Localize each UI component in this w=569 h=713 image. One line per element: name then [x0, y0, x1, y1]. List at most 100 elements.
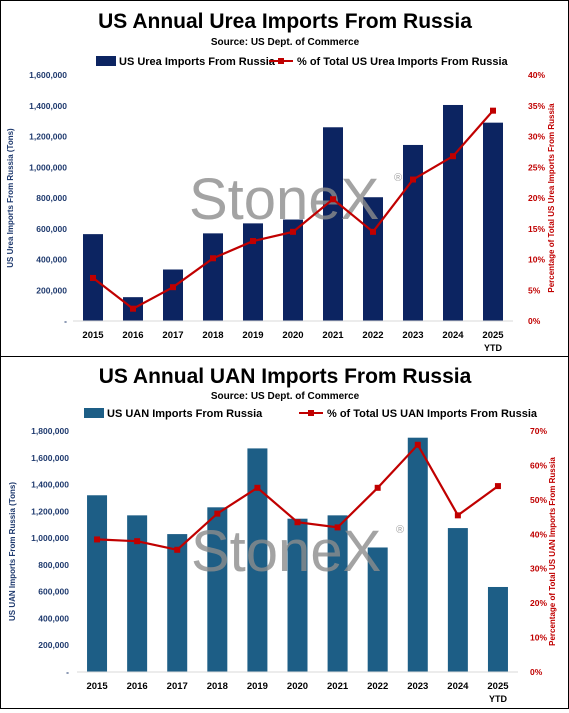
percent-point — [134, 538, 141, 545]
right-axis-tick-label: 10% — [528, 255, 545, 265]
x-axis-tick-label: 2020 — [287, 681, 308, 692]
percent-point — [450, 153, 456, 160]
left-axis-tick-label: 1,800,000 — [31, 426, 69, 436]
left-axis-tick-label: 1,000,000 — [29, 162, 67, 172]
data-bar — [403, 144, 423, 321]
left-axis-tick-label: 200,000 — [36, 285, 67, 295]
x-axis-tick-label: 2016 — [127, 681, 148, 692]
percent-point — [170, 284, 176, 291]
percent-point — [330, 196, 336, 203]
left-axis-tick-label: 400,000 — [36, 255, 67, 265]
data-bar — [487, 586, 508, 672]
right-axis-tick-label: 70% — [530, 426, 547, 436]
data-bar — [483, 122, 503, 321]
stonex-watermark: StoneX — [189, 167, 379, 232]
percent-point — [490, 107, 496, 114]
stonex-watermark: StoneX — [191, 519, 381, 584]
urea-chart-panel: US Annual Urea Imports From Russia Source… — [1, 1, 568, 356]
right-axis-tick-label: 20% — [528, 193, 545, 203]
right-axis-tick-label: 0% — [528, 316, 541, 326]
left-axis-title: US Urea Imports From Russia (Tons) — [6, 128, 15, 268]
legend-line-marker — [278, 58, 284, 64]
right-axis-tick-label: 30% — [528, 132, 545, 142]
percent-point — [250, 238, 256, 245]
left-axis-tick-label: 1,600,000 — [29, 70, 67, 80]
x-axis-tick-label: 2020 — [282, 330, 303, 341]
x-axis-tick-label: 2023 — [407, 681, 428, 692]
legend-line-marker — [308, 410, 314, 416]
left-axis-tick-label: 1,200,000 — [31, 506, 69, 516]
x-axis-tick-sublabel: YTD — [484, 343, 503, 353]
data-bar — [207, 507, 228, 672]
chart-subtitle: Source: US Dept. of Commerce — [211, 391, 360, 402]
left-axis-tick-label: 800,000 — [36, 193, 67, 203]
left-axis-tick-label: 600,000 — [36, 224, 67, 234]
uan-chart-panel: US Annual UAN Imports From Russia Source:… — [1, 357, 568, 708]
legend-bar-swatch — [84, 408, 104, 418]
data-bar — [87, 495, 108, 672]
x-axis-tick-label: 2024 — [447, 681, 469, 692]
percent-point — [290, 228, 296, 235]
x-axis-tick-label: 2022 — [367, 681, 388, 692]
x-axis-tick-label: 2015 — [86, 681, 108, 692]
data-bar — [203, 233, 223, 321]
percent-point — [494, 483, 501, 490]
left-axis-tick-label: 1,200,000 — [29, 132, 67, 142]
left-axis-tick-label: - — [64, 316, 67, 326]
left-axis-tick-label: 400,000 — [38, 613, 69, 623]
x-axis-tick-label: 2019 — [247, 681, 268, 692]
x-axis-tick-label: 2017 — [162, 330, 183, 341]
x-axis-tick-label: 2016 — [122, 330, 143, 341]
x-axis-tick-label: 2017 — [167, 681, 188, 692]
percent-point — [454, 512, 461, 519]
x-axis-tick-label: 2021 — [322, 330, 344, 341]
right-axis-tick-label: 35% — [528, 101, 545, 111]
data-bar — [127, 515, 148, 672]
percent-point — [374, 484, 381, 491]
x-axis-tick-label: 2018 — [207, 681, 228, 692]
left-axis-tick-label: 200,000 — [38, 640, 69, 650]
percent-point — [94, 536, 101, 543]
data-bar — [327, 515, 348, 672]
chart-subtitle: Source: US Dept. of Commerce — [211, 37, 360, 48]
legend-line-label: % of Total US UAN Imports From Russia — [327, 408, 538, 420]
right-axis-tick-label: 10% — [530, 633, 547, 643]
percent-point — [410, 176, 416, 183]
right-axis-tick-label: 5% — [528, 285, 541, 295]
watermark-registered-mark: ® — [394, 172, 402, 184]
right-axis-tick-label: 40% — [528, 70, 545, 80]
data-bar — [287, 518, 308, 672]
urea-chart: US Annual Urea Imports From Russia Source… — [6, 10, 556, 353]
left-axis-title: US UAN Imports From Russia (Tons) — [8, 482, 17, 621]
x-axis-tick-label: 2022 — [362, 330, 383, 341]
legend-bar-label: US Urea Imports From Russia — [119, 56, 276, 68]
data-bar — [167, 534, 188, 672]
left-axis-tick-label: 1,400,000 — [29, 101, 67, 111]
x-axis-tick-label: 2015 — [82, 330, 104, 341]
x-axis-tick-label: 2025 — [487, 681, 509, 692]
left-axis-tick-label: 1,000,000 — [31, 533, 69, 543]
data-bar — [283, 219, 303, 321]
data-bar — [243, 223, 263, 321]
left-axis-tick-label: 1,400,000 — [31, 480, 69, 490]
x-axis-tick-label: 2024 — [442, 330, 464, 341]
x-axis-tick-label: 2021 — [327, 681, 349, 692]
percent-point — [90, 274, 96, 281]
uan-chart: US Annual UAN Imports From Russia Source:… — [8, 365, 557, 704]
percent-point — [254, 484, 261, 491]
legend-line-label: % of Total US Urea Imports From Russia — [297, 56, 509, 68]
right-axis-tick-label: 60% — [530, 460, 547, 470]
chart-title: US Annual Urea Imports From Russia — [98, 10, 472, 33]
left-axis-tick-label: 600,000 — [38, 587, 69, 597]
right-axis-title: Percentage of Total US Urea Imports From… — [547, 103, 556, 293]
data-bar — [367, 547, 388, 672]
right-axis-tick-label: 50% — [530, 495, 547, 505]
legend-bar-swatch — [96, 56, 116, 66]
x-axis-tick-label: 2019 — [242, 330, 263, 341]
legend-bar-label: US UAN Imports From Russia — [107, 408, 263, 420]
right-axis-tick-label: 20% — [530, 598, 547, 608]
right-axis-tick-label: 25% — [528, 162, 545, 172]
left-axis-tick-label: 800,000 — [38, 560, 69, 570]
data-bar — [247, 448, 268, 672]
